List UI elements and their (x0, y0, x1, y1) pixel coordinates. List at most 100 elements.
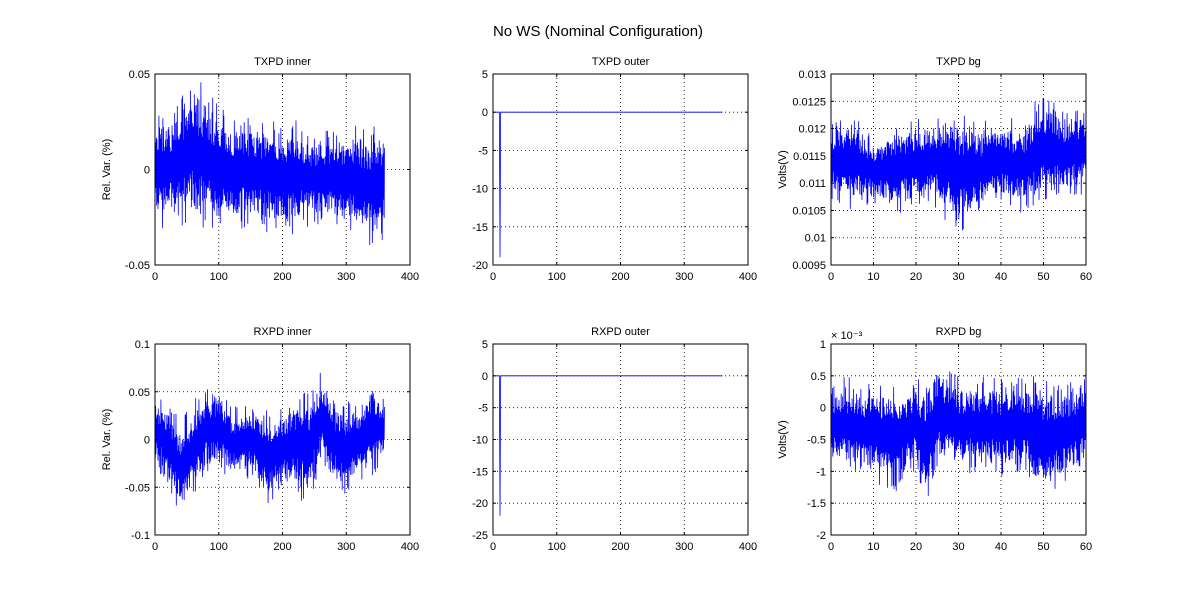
y-tick-label: -1 (816, 466, 826, 478)
y-tick-label: 0.013 (798, 69, 826, 81)
y-tick-label: 0 (144, 435, 150, 447)
subplot-title: RXPD inner (253, 326, 311, 338)
y-tick-label: 0.05 (129, 69, 150, 81)
subplot-title: TXPD inner (254, 56, 311, 68)
x-tick-label: 200 (611, 271, 629, 283)
series-group (493, 111, 723, 258)
subplot-title: RXPD outer (591, 326, 650, 338)
x-tick-label: 10 (867, 541, 879, 553)
y-tick-label: 0.012 (798, 124, 826, 136)
y-tick-label: 0 (482, 107, 488, 119)
x-tick-label: 40 (995, 541, 1007, 553)
series-line (831, 371, 1086, 496)
x-tick-label: 0 (490, 271, 496, 283)
x-tick-label: 20 (910, 271, 922, 283)
y-tick-label: 0.0105 (792, 205, 826, 217)
series-line (831, 98, 1086, 231)
x-tick-label: 10 (867, 271, 879, 283)
y-tick-label: -15 (472, 466, 488, 478)
y-tick-label: 0.0125 (792, 96, 826, 108)
x-tick-label: 30 (952, 541, 964, 553)
x-tick-label: 100 (548, 271, 566, 283)
figure-title: No WS (Nominal Configuration) (493, 23, 703, 40)
y-axis-label: Volts(V) (777, 150, 789, 189)
series-group (155, 372, 385, 506)
x-tick-label: 40 (995, 271, 1007, 283)
x-tick-label: 100 (210, 271, 228, 283)
y-tick-label: 1 (820, 339, 826, 351)
y-tick-label: -0.05 (125, 260, 150, 272)
x-tick-label: 60 (1080, 271, 1092, 283)
series-line (155, 82, 385, 245)
subplot-title: TXPD bg (936, 56, 981, 68)
y-tick-label: -2 (816, 530, 826, 542)
x-tick-label: 300 (337, 541, 355, 553)
x-tick-label: 0 (828, 541, 834, 553)
x-tick-label: 0 (828, 271, 834, 283)
x-tick-label: 60 (1080, 541, 1092, 553)
y-tick-label: 0.1 (135, 339, 150, 351)
x-tick-label: 200 (273, 271, 291, 283)
x-tick-label: 400 (401, 271, 419, 283)
y-tick-label: -25 (472, 530, 488, 542)
x-tick-label: 100 (548, 541, 566, 553)
x-tick-label: 50 (1037, 271, 1049, 283)
y-tick-label: 0 (482, 371, 488, 383)
y-tick-label: -0.1 (131, 530, 150, 542)
subplot-rxpd-inner: 0 100 200 300 400 -0.1 -0.05 0 0.05 0.1 RXPD inner… (101, 326, 419, 553)
y-tick-label: -15 (472, 222, 488, 234)
y-tick-label: -10 (472, 435, 488, 447)
y-tick-label: -10 (472, 184, 488, 196)
y-tick-label: 0.0115 (793, 151, 826, 163)
x-tick-label: 0 (152, 541, 158, 553)
x-tick-label: 400 (739, 271, 757, 283)
subplot-txpd-bg: 0 10 20 30 40 50 60 0.0095 0.01 0.0105 0.011 0.0115… (777, 56, 1092, 283)
x-tick-label: 0 (152, 271, 158, 283)
x-tick-label: 0 (490, 541, 496, 553)
x-tick-label: 400 (401, 541, 419, 553)
series-line (493, 375, 723, 516)
y-axis-multiplier: × 10⁻³ (831, 330, 863, 342)
subplot-title: RXPD bg (936, 326, 982, 338)
series-line (155, 372, 385, 506)
series-group (831, 371, 1086, 496)
x-tick-label: 200 (611, 541, 629, 553)
y-axis-label: Rel. Var. (%) (101, 139, 113, 201)
subplot-rxpd-bg: 0 10 20 30 40 50 60 -2 -1.5 -1 -0.5 0 0.5 1 RXPD bg Vol… (777, 326, 1092, 553)
plot-area (493, 74, 748, 265)
series-group (155, 82, 385, 245)
y-tick-label: -5 (478, 403, 488, 415)
y-tick-label: -5 (478, 145, 488, 157)
x-tick-label: 200 (273, 541, 291, 553)
x-tick-label: 100 (210, 541, 228, 553)
y-tick-label: 0.5 (811, 371, 826, 383)
x-tick-label: 50 (1037, 541, 1049, 553)
y-tick-label: -0.05 (125, 482, 150, 494)
y-tick-label: 0 (144, 165, 150, 177)
y-tick-label: -1.5 (807, 498, 826, 510)
y-tick-label: 0.01 (805, 233, 826, 245)
y-axis-label: Rel. Var. (%) (101, 409, 113, 471)
y-tick-label: -0.5 (807, 435, 826, 447)
y-tick-label: 0.05 (129, 387, 150, 399)
x-tick-label: 300 (675, 541, 693, 553)
x-tick-label: 300 (337, 271, 355, 283)
y-axis-label: Volts(V) (777, 420, 789, 459)
y-tick-label: 0 (820, 403, 826, 415)
y-tick-label: -20 (472, 498, 488, 510)
y-tick-label: 5 (482, 69, 488, 81)
x-tick-label: 20 (910, 541, 922, 553)
subplot-rxpd-outer: 0 100 200 300 400 -25 -20 -15 -10 -5 0 5 RXPD outer (472, 326, 757, 553)
x-tick-label: 300 (675, 271, 693, 283)
y-tick-label: 5 (482, 339, 488, 351)
subplot-title: TXPD outer (592, 56, 650, 68)
y-tick-label: 0.011 (799, 178, 826, 190)
series-group (493, 375, 723, 516)
y-tick-label: 0.0095 (792, 260, 826, 272)
x-tick-label: 30 (952, 271, 964, 283)
subplot-txpd-outer: 0 100 200 300 400 -20 -15 -10 -5 0 5 TXPD outer (472, 56, 757, 283)
series-line (493, 111, 723, 258)
